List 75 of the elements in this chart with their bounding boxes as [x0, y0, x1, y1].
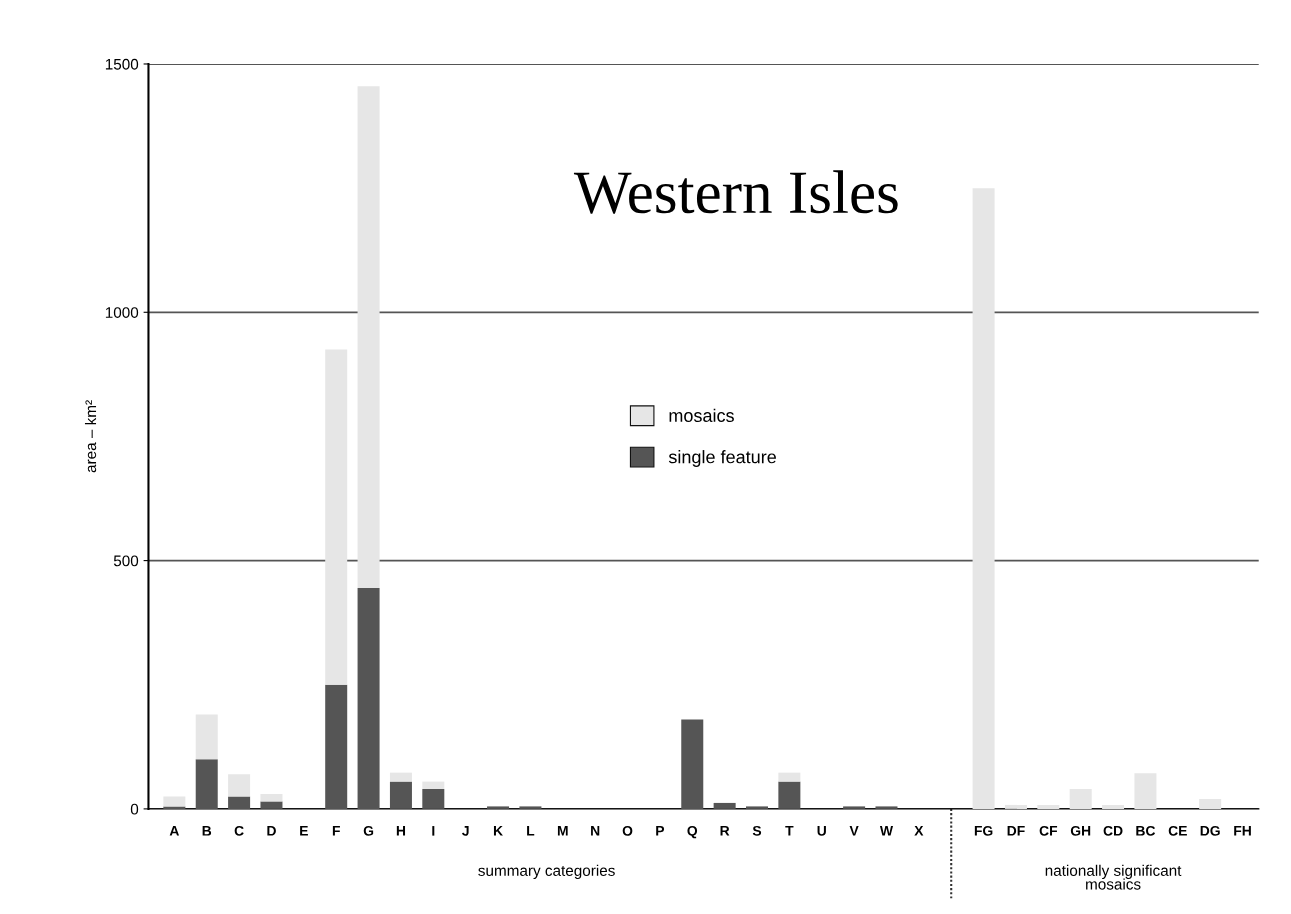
x-tick-label: K [493, 826, 503, 836]
x-tick-label: M [557, 826, 568, 836]
bar [422, 789, 445, 809]
x-tick-label: W [879, 826, 894, 836]
x-tick-label: CF [1039, 825, 1058, 836]
y-tick-label: 1000 [105, 307, 139, 318]
bar [875, 806, 898, 809]
x-tick-label: T [785, 826, 794, 836]
x-tick-label: A [169, 826, 180, 836]
x-tick-label: R [720, 826, 730, 836]
bar [228, 796, 251, 809]
y-tick-label: 1500 [105, 58, 139, 70]
text: Western Isles [573, 170, 898, 214]
x-tick-label: GH [1070, 825, 1091, 836]
x-tick-label: X [914, 826, 924, 836]
x-tick-label: CE [1168, 825, 1187, 836]
x-tick-label: CD [1103, 825, 1123, 836]
x-tick-label: I [432, 826, 435, 836]
bar [195, 759, 218, 809]
y-axis-title: area – km² [84, 400, 97, 473]
bar [778, 781, 801, 809]
y-tick-label: 500 [113, 555, 139, 567]
bar [325, 349, 348, 685]
x-tick-label: E [300, 826, 308, 836]
bar [389, 772, 412, 782]
x-tick-label: N [591, 826, 600, 836]
bar [972, 188, 995, 809]
y-tick-label: 0 [130, 803, 139, 815]
bar [843, 806, 866, 809]
text: summary categories [478, 864, 615, 879]
x-tick-label: V [849, 826, 859, 836]
x-tick-label: G [363, 825, 374, 836]
legend-label: single feature [668, 450, 776, 467]
x-tick-label: H [396, 826, 406, 836]
x-tick-label: J [462, 826, 469, 836]
x-tick-label: FG [974, 825, 993, 836]
bar [1102, 804, 1125, 809]
bar [260, 801, 283, 809]
bar [1069, 789, 1092, 809]
bar [163, 806, 186, 809]
x-tick-label: P [656, 826, 665, 836]
x-tick-label: B [202, 826, 212, 836]
bar [778, 772, 801, 782]
text: nationally significant mosaics [1045, 864, 1182, 890]
x-tick-label: DG [1200, 825, 1220, 836]
bar [519, 806, 542, 809]
x-tick-label: L [527, 826, 535, 836]
bar [422, 781, 445, 790]
bar [1037, 804, 1060, 809]
bar [746, 806, 769, 809]
bar [1199, 798, 1222, 809]
bar [228, 774, 251, 797]
x-tick-label: F [332, 826, 340, 836]
bar [1004, 804, 1027, 809]
x-tick-label: C [234, 825, 244, 836]
bar [1134, 773, 1157, 809]
bar [357, 86, 380, 588]
bar [487, 806, 510, 809]
x-tick-label: O [622, 825, 633, 836]
bar [389, 781, 412, 809]
bar [260, 793, 283, 802]
x-tick-label: BC [1136, 825, 1156, 836]
bar [713, 802, 736, 809]
bar [195, 714, 218, 760]
bar [325, 684, 348, 809]
x-tick-label: Q [687, 825, 698, 839]
bar [357, 587, 380, 809]
bar [681, 719, 704, 809]
x-tick-label: D [267, 826, 276, 836]
x-tick-label: DF [1007, 826, 1025, 836]
x-tick-label: S [752, 825, 762, 836]
x-tick-label: FH [1234, 826, 1251, 836]
legend-label: mosaics [669, 408, 734, 422]
x-tick-label: U [817, 826, 826, 836]
bar [163, 796, 186, 807]
